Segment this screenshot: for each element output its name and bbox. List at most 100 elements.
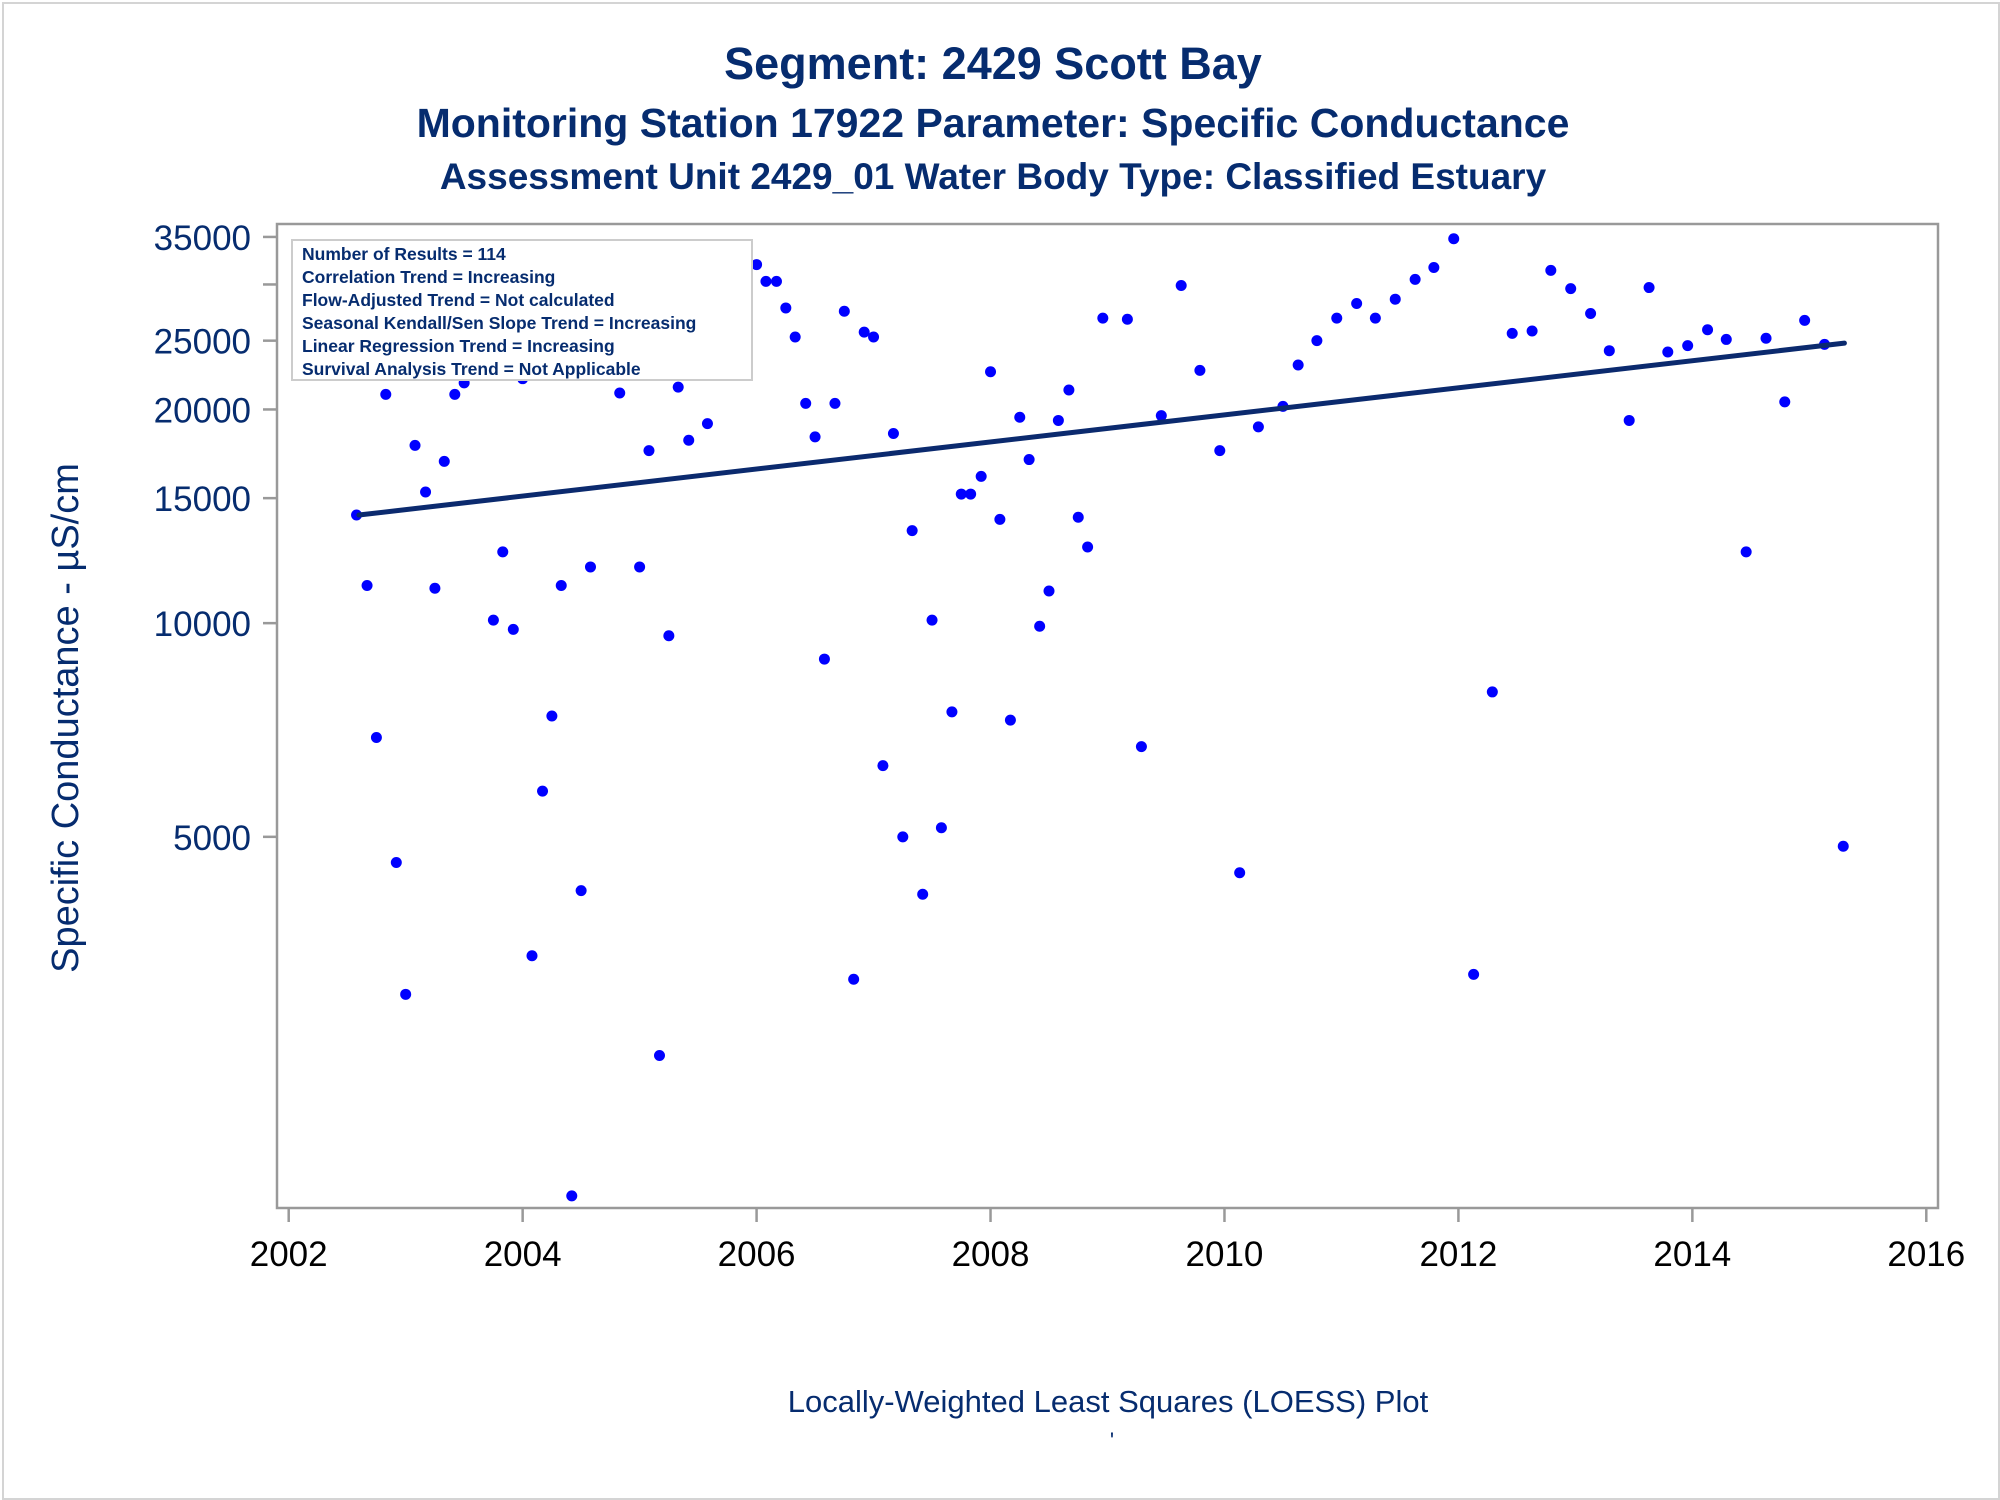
data-point <box>1052 414 1064 426</box>
data-point <box>994 513 1006 525</box>
data-point <box>1409 273 1421 285</box>
data-point <box>1369 312 1381 324</box>
data-point <box>897 831 909 843</box>
data-point <box>809 431 821 443</box>
data-point <box>1682 340 1694 352</box>
data-point <box>390 857 402 869</box>
data-point <box>829 397 841 409</box>
data-point <box>634 561 646 573</box>
data-point <box>1155 410 1167 422</box>
data-point <box>1428 261 1440 273</box>
data-point <box>1082 541 1094 553</box>
stats-box-lines: Number of Results = 114 Correlation Trend… <box>302 244 696 379</box>
data-point <box>1740 546 1752 558</box>
data-point <box>975 470 987 482</box>
data-point <box>946 706 958 718</box>
data-point <box>1234 867 1246 879</box>
data-point <box>672 381 684 393</box>
data-point <box>566 1190 578 1202</box>
x-tick-label: 2002 <box>250 1235 328 1274</box>
x-tick-label: 2014 <box>1653 1235 1731 1274</box>
y-tick-label: 10000 <box>154 605 251 644</box>
data-point <box>683 434 695 446</box>
data-point <box>1468 968 1480 980</box>
data-point <box>1252 421 1264 433</box>
data-point <box>1720 333 1732 345</box>
data-point <box>1643 282 1655 294</box>
data-point <box>1486 686 1498 698</box>
data-point <box>614 387 626 399</box>
data-point <box>370 732 382 744</box>
data-point <box>1702 324 1714 336</box>
data-point <box>537 785 549 797</box>
data-point <box>653 1049 665 1061</box>
data-point <box>1004 714 1016 726</box>
data-point <box>1779 396 1791 408</box>
data-point <box>701 418 713 430</box>
x-axis-label: Locally-Weighted Least Squares (LOESS) P… <box>788 1384 1429 1419</box>
data-point <box>887 427 899 439</box>
data-point <box>1135 741 1147 753</box>
data-point <box>1351 298 1363 310</box>
data-point <box>1623 414 1635 426</box>
trend-line <box>356 340 1847 518</box>
data-point <box>1072 511 1084 523</box>
stats-line: Correlation Trend = Increasing <box>302 267 555 287</box>
data-point <box>575 885 587 897</box>
data-point <box>1214 445 1226 457</box>
stats-line: Survival Analysis Trend = Not Applicable <box>302 359 641 379</box>
data-point <box>487 614 499 626</box>
data-point <box>663 630 675 642</box>
x-tick-label: 2004 <box>484 1235 562 1274</box>
data-point <box>1545 264 1557 276</box>
y-tick-label: 5000 <box>173 819 251 858</box>
data-point <box>1662 346 1674 358</box>
data-point <box>380 388 392 400</box>
plot-area <box>275 222 1940 1210</box>
stats-line: Linear Regression Trend = Increasing <box>302 336 615 356</box>
data-point <box>1063 384 1075 396</box>
data-point <box>789 331 801 343</box>
data-point <box>1331 312 1343 324</box>
stats-line: Flow-Adjusted Trend = Not calculated <box>302 290 615 310</box>
data-point <box>526 950 538 962</box>
data-point <box>1585 308 1597 320</box>
data-point <box>770 275 782 287</box>
data-point <box>848 973 860 985</box>
data-point <box>1448 233 1460 245</box>
y-axis: 5000 10000 15000 20000 25000 35000 <box>154 219 277 858</box>
stats-box <box>291 239 753 381</box>
data-point <box>584 561 596 573</box>
data-point <box>1043 585 1055 597</box>
data-point <box>429 582 441 594</box>
data-point <box>760 275 772 287</box>
data-point <box>507 623 519 635</box>
data-point <box>1023 454 1035 466</box>
data-points <box>351 233 1849 1202</box>
data-point <box>906 525 918 537</box>
data-point <box>1194 364 1206 376</box>
data-point <box>1603 345 1615 357</box>
footnote-mark: ' <box>1110 1428 1114 1453</box>
stats-line: Seasonal Kendall/Sen Slope Trend = Incre… <box>302 313 696 333</box>
y-tick-label: 35000 <box>154 219 251 258</box>
data-point <box>643 445 655 457</box>
data-point <box>438 455 450 467</box>
x-tick-label: 2008 <box>952 1235 1030 1274</box>
data-point <box>1034 620 1046 632</box>
data-point <box>1097 312 1109 324</box>
x-tick-label: 2012 <box>1419 1235 1497 1274</box>
y-tick-label: 20000 <box>154 391 251 430</box>
data-point <box>780 302 792 314</box>
data-point <box>868 331 880 343</box>
data-point <box>1837 840 1849 852</box>
data-point <box>955 488 967 500</box>
data-point <box>409 439 421 451</box>
data-point <box>877 760 889 772</box>
y-axis-label: Specific Conductance - µS/cm <box>45 463 87 973</box>
data-point <box>858 326 870 338</box>
data-point <box>361 579 373 591</box>
data-point <box>1506 327 1518 339</box>
x-tick-label: 2006 <box>718 1235 796 1274</box>
